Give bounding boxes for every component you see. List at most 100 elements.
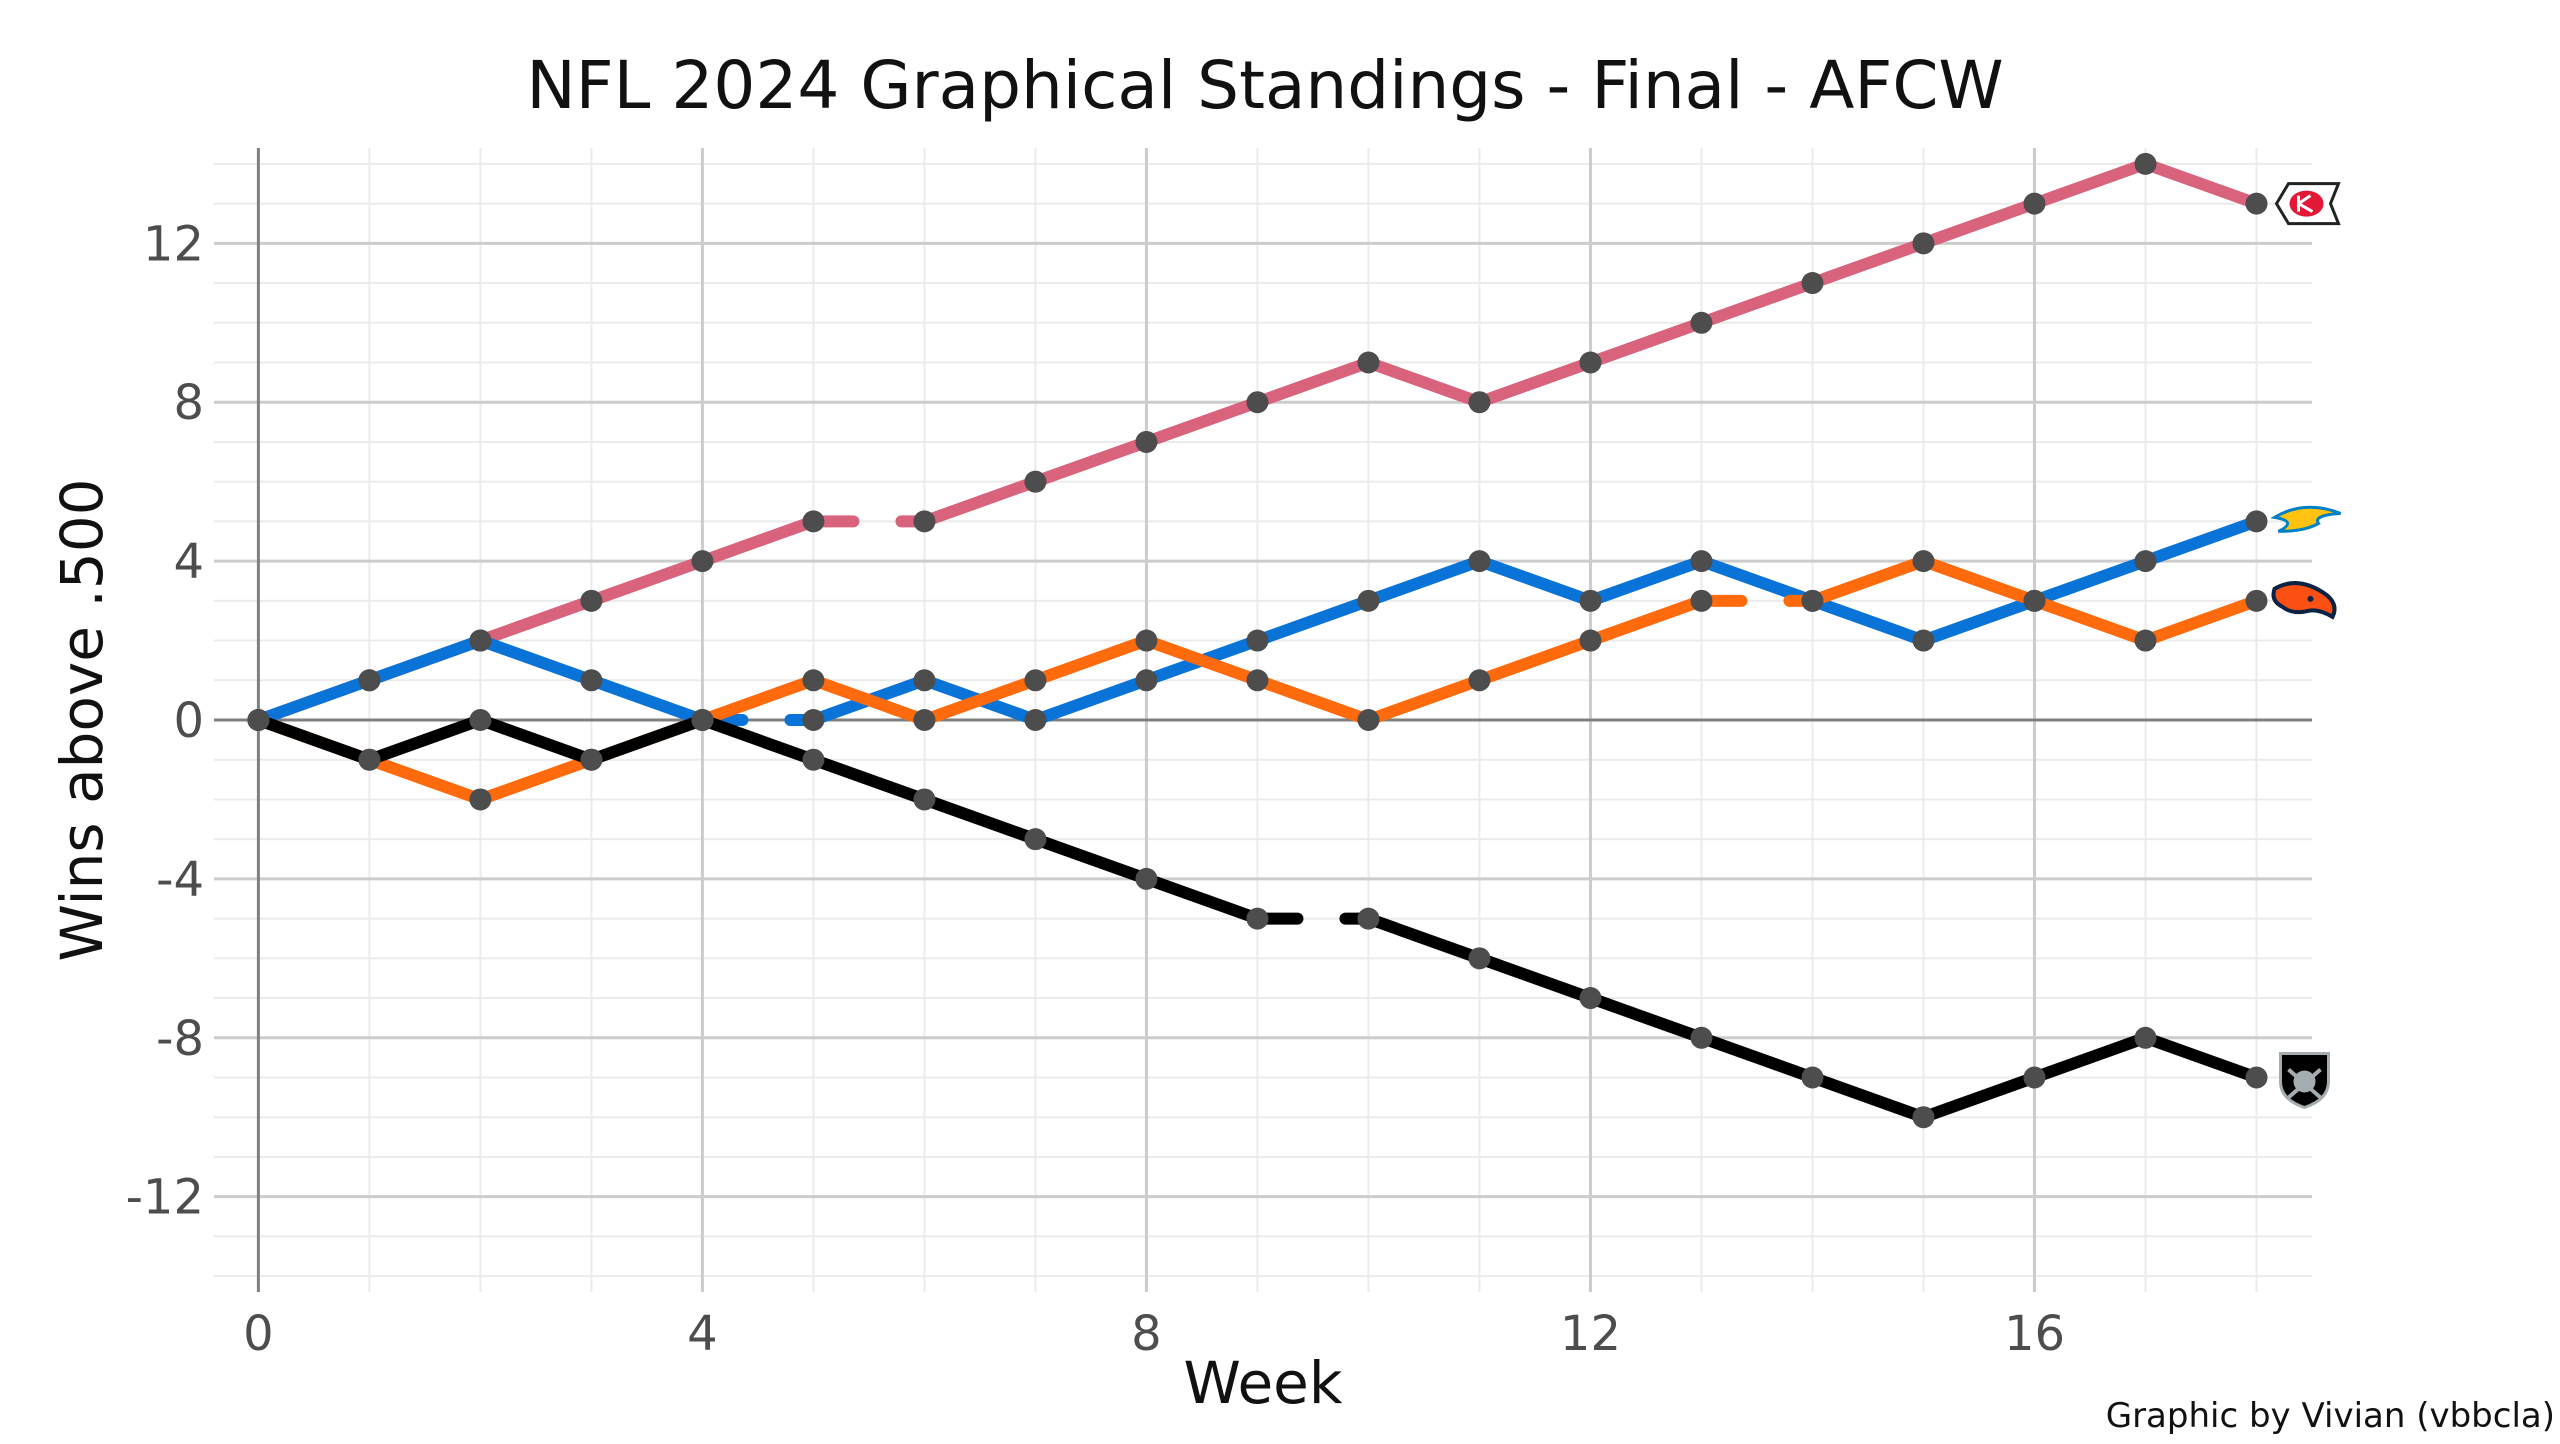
broncos-logo [2271,581,2337,620]
broncos-line-segment [474,753,598,806]
broncos-line-segment [807,674,931,726]
chargers-line-segment [1473,555,1597,607]
broncos-line-segment [1029,634,1153,687]
raiders-line-segment [696,714,820,766]
y-tick-label: 4 [173,534,204,590]
chargers-line-segment [585,674,709,726]
raiders-point [691,709,714,731]
chiefs-line-segment [918,475,1042,528]
chiefs-line-segment [1251,356,1375,409]
chiefs-line-segment [2028,157,2152,210]
raiders-line-segment [474,714,598,766]
chiefs-line-segment [1806,237,1930,290]
chiefs-line-segment [696,515,820,568]
chargers-logo [2270,505,2342,533]
raiders-point [1690,1026,1713,1049]
raiders-point [913,788,936,811]
chargers-point [1690,550,1713,573]
raiders-line-segment [2028,1031,2152,1084]
broncos-point [2245,589,2268,612]
raiders-line-segment [1473,952,1597,1005]
chiefs-line-segment [474,594,598,647]
x-axis-title: Week [1184,1349,1343,1417]
y-tick-label: -12 [126,1170,204,1226]
broncos-line-segment [1473,634,1597,687]
broncos-line-segment [1584,594,1708,647]
broncos-point [1690,589,1713,612]
broncos-point [1912,550,1935,573]
y-tick-label: -8 [156,1011,204,1067]
chiefs-point [913,510,936,533]
chargers-line-segment [1251,594,1375,647]
y-tick-label: 12 [143,216,204,272]
chiefs-point [2023,192,2046,215]
chargers-line-segment [474,634,598,687]
broncos-point [1135,629,1158,652]
raiders-line-segment [1362,912,1486,965]
x-tick-label: 4 [687,1306,718,1362]
broncos-point [1357,709,1380,731]
chargers-line-segment [1917,594,2041,647]
chargers-point [469,629,492,652]
raiders-swords-mark [2287,1067,2322,1100]
chiefs-line-segment [1917,197,2041,250]
raiders-point [1024,828,1047,851]
broncos-point [1801,589,1824,612]
chargers-point [2245,510,2268,533]
y-tick-label: -4 [156,852,204,908]
chiefs-line-segment [2139,157,2263,210]
broncos-point [1246,669,1269,692]
chargers-line-segment [2139,515,2263,568]
broncos-point [2134,629,2157,652]
x-tick-label: 0 [243,1306,274,1362]
y-axis-title: Wins above .500 [48,478,116,961]
broncos-horse-shape [2271,581,2337,620]
team-logos [2270,182,2342,1110]
chargers-point [1468,550,1491,573]
raiders-line-segment [1806,1071,1930,1124]
raiders-line-segment [1584,992,1708,1044]
raiders-line-segment [918,793,1042,846]
broncos-point [469,788,492,811]
raiders-line-segment [252,714,376,766]
series-points [247,152,2268,1129]
chargers-line-segment [1584,555,1708,607]
chargers-line-segment [1695,555,1819,607]
y-tick-labels: 12 8 4 0 -4 -8 -12 [126,216,204,1225]
chargers-point [1912,629,1935,652]
raiders-point [1246,907,1269,930]
chargers-point [913,669,936,692]
broncos-point [1468,669,1491,692]
chiefs-line-segment [1473,356,1597,409]
chiefs-kc-mark [2296,194,2314,213]
chiefs-point [1801,272,1824,295]
chargers-point [358,669,381,692]
raiders-line-segment [1917,1071,2041,1124]
raiders-line-segment [1029,833,1153,885]
chiefs-point [1024,470,1047,493]
chargers-point [2134,550,2157,573]
raiders-line-segment [363,714,487,766]
broncos-line-segment [1140,634,1264,687]
chargers-line-segment [252,674,376,726]
chiefs-line-segment [1362,356,1486,409]
chargers-line-segment [1029,674,1153,726]
raiders-point [2134,1026,2157,1049]
raiders-point [1801,1066,1824,1089]
broncos-point [1579,629,1602,652]
raiders-point [469,709,492,731]
chargers-line-segment [1362,555,1486,607]
broncos-point [802,669,825,692]
x-tick-label: 12 [1560,1306,1621,1362]
chiefs-line-segment [1140,396,1264,448]
x-tick-labels: 0 4 8 12 16 [243,1306,2065,1362]
chargers-point [802,709,825,731]
chargers-line-segment [2028,555,2152,607]
chiefs-line-segment [1695,277,1819,329]
raiders-point [2023,1066,2046,1089]
raiders-point [1579,987,1602,1010]
raiders-point [802,748,825,771]
x-tick-label: 16 [2004,1306,2065,1362]
raiders-point [1468,947,1491,970]
